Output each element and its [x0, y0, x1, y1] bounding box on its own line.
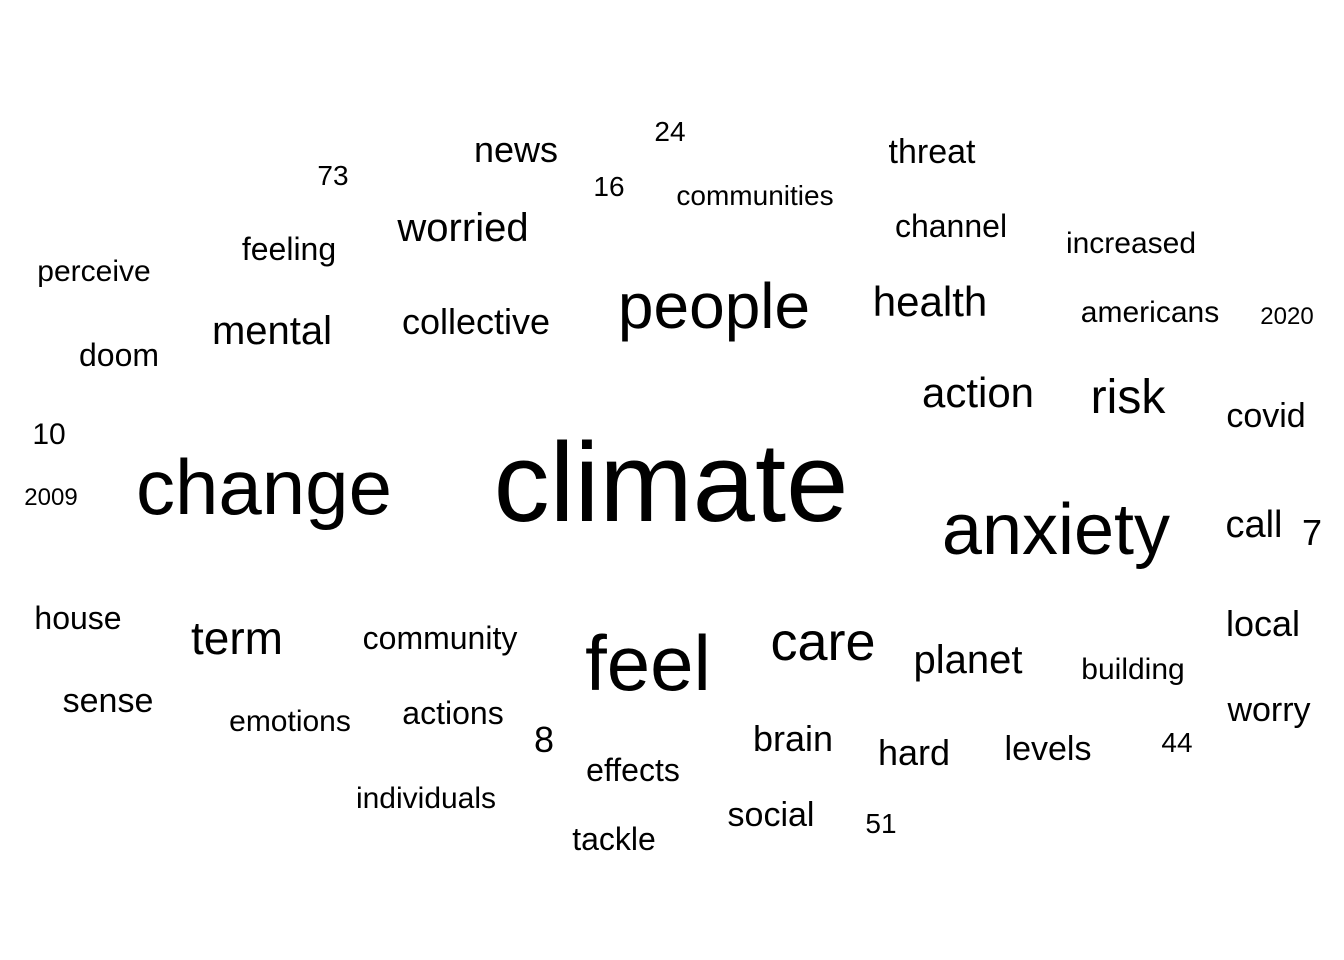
- word: planet: [913, 638, 1023, 682]
- word: climate: [493, 420, 849, 545]
- word: worried: [397, 206, 529, 250]
- word: collective: [401, 301, 551, 342]
- word: 2009: [24, 484, 78, 511]
- word: risk: [1090, 371, 1166, 424]
- word: 73: [317, 160, 349, 191]
- word: doom: [78, 337, 160, 373]
- word: 10: [32, 418, 66, 451]
- word: building: [1081, 653, 1185, 686]
- word: community: [362, 620, 518, 656]
- word: covid: [1226, 397, 1306, 435]
- word: 2020: [1260, 303, 1314, 330]
- word: 51: [865, 808, 897, 839]
- word: increased: [1065, 227, 1197, 260]
- word: 7: [1301, 512, 1323, 553]
- word: tackle: [572, 821, 656, 857]
- word: 16: [593, 171, 625, 202]
- word: care: [770, 612, 876, 672]
- word: feel: [585, 619, 711, 707]
- word: health: [872, 278, 988, 325]
- word: emotions: [229, 705, 351, 738]
- word: brain: [752, 718, 834, 759]
- word: hard: [877, 732, 951, 773]
- word: people: [617, 270, 811, 342]
- word: americans: [1080, 296, 1220, 329]
- word: actions: [402, 695, 504, 731]
- word: house: [34, 600, 122, 636]
- word: social: [727, 796, 815, 834]
- word: mental: [211, 309, 333, 353]
- word: 24: [654, 116, 686, 147]
- word: individuals: [355, 782, 497, 815]
- word: communities: [676, 180, 834, 211]
- word: action: [921, 369, 1035, 416]
- word: change: [136, 443, 392, 531]
- word: 8: [533, 719, 555, 760]
- word: channel: [894, 208, 1008, 244]
- word: 44: [1161, 727, 1193, 758]
- word: term: [191, 612, 283, 664]
- word: effects: [586, 752, 680, 788]
- word: news: [473, 129, 559, 170]
- word: local: [1225, 603, 1301, 644]
- word: call: [1225, 504, 1283, 546]
- word: worry: [1227, 691, 1311, 729]
- word: feeling: [241, 231, 337, 267]
- word: anxiety: [941, 490, 1171, 570]
- word: threat: [888, 133, 976, 171]
- word: perceive: [37, 255, 151, 288]
- word: sense: [62, 682, 154, 720]
- word: levels: [1004, 730, 1092, 768]
